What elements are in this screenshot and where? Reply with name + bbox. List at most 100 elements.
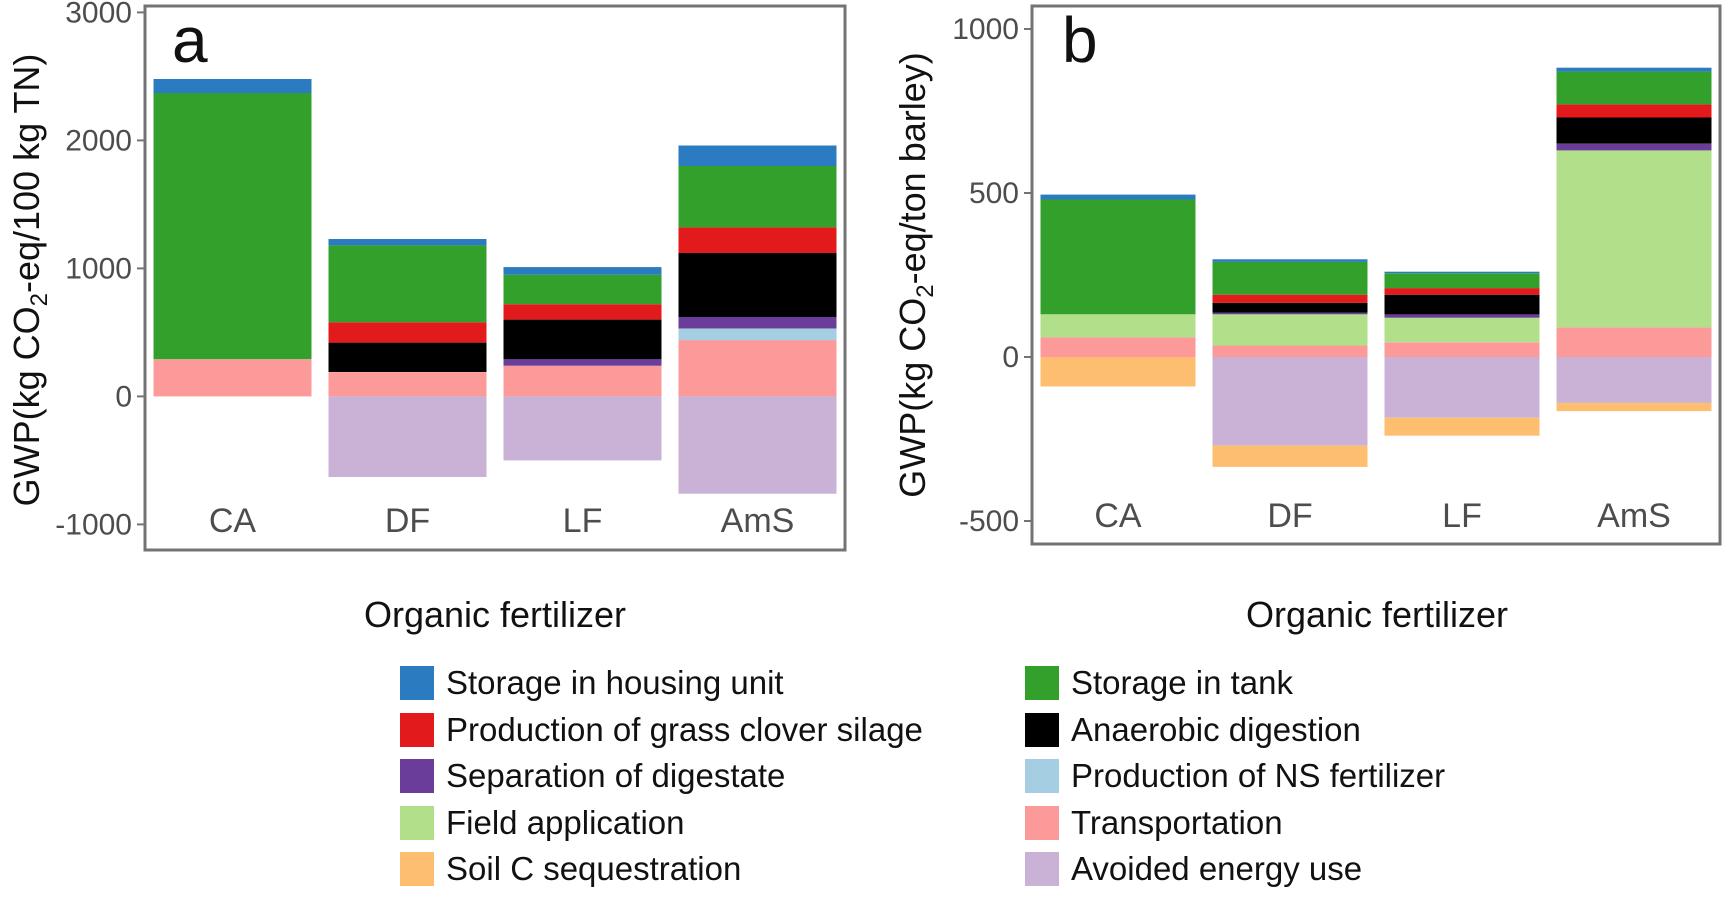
panel-b-bars (1040, 67, 1712, 467)
bar-segment-housing-CA (1040, 194, 1196, 200)
bar-segment-tank-AmS (678, 166, 837, 228)
panel-a-y-title-subscript: 2 (26, 293, 53, 306)
legend-item-ns-fertilizer: Production of NS fertilizer (1025, 753, 1525, 800)
legend-item-field-application: Field application (400, 800, 1025, 847)
legend-item-grass-clover: Production of grass clover silage (400, 707, 1025, 754)
bar-segment-housing-DF (1212, 259, 1368, 262)
y-tick-label: 1000 (952, 13, 1019, 46)
panel-b-y-title-main: GWP(kg CO (892, 298, 933, 498)
bar-segment-sep-AmS (1556, 143, 1712, 151)
bar-segment-grass-LF (503, 304, 662, 320)
y-tick-label: 3000 (65, 0, 132, 29)
bar-segment-ad-AmS (1556, 117, 1712, 144)
bar-segment-avoided-DF (1212, 357, 1368, 446)
x-tick-label-AmS: AmS (1597, 497, 1671, 535)
panel-a-y-title-rest: -eq/100 kg TN) (6, 54, 47, 293)
bar-segment-soilc-DF (1212, 445, 1368, 467)
bar-segment-transport-CA (1040, 337, 1196, 357)
panel-b-chart: -500 0 500 1000 CA DF LF AmS b Organic fertili… (892, 4, 1722, 635)
legend-label: Production of NS fertilizer (1071, 757, 1446, 795)
bar-segment-field-AmS (1556, 150, 1712, 328)
legend-swatch (1025, 852, 1059, 887)
legend-label: Field application (446, 803, 685, 841)
bar-segment-grass-AmS (1556, 104, 1712, 118)
legend-swatch (400, 852, 434, 887)
legend-swatch (1025, 805, 1059, 840)
bar-segment-field-CA (1040, 314, 1196, 338)
bar-segment-transport-DF (1212, 345, 1368, 357)
legend-label: Anaerobic digestion (1071, 710, 1361, 748)
legend-label: Soil C sequestration (446, 850, 742, 888)
bar-segment-ad-DF (1212, 302, 1368, 313)
bar-segment-ad-LF (1384, 294, 1540, 315)
panel-a-letter: a (172, 4, 208, 76)
figure: -1000 0 1000 2000 3000 CA DF LF AmS a Organic f… (6, 0, 1722, 635)
y-tick-label: 500 (969, 177, 1019, 210)
bar-segment-avoided-LF (1384, 357, 1540, 418)
legend-item-separation: Separation of digestate (400, 753, 1025, 800)
y-tick-label: 1000 (65, 252, 132, 285)
bar-segment-transport-LF (503, 365, 662, 397)
bar-segment-tank-LF (503, 274, 662, 305)
bar-segment-housing-CA (153, 79, 312, 94)
bar-segment-housing-AmS (678, 145, 837, 166)
bar-segment-avoided-DF (328, 396, 487, 477)
panel-b-y-title-rest: -eq/ton barley) (892, 52, 933, 284)
legend-item-storage-housing: Storage in housing unit (400, 660, 1025, 707)
bar-segment-grass-DF (1212, 294, 1368, 303)
panel-b-y-ticks: -500 0 500 1000 (952, 13, 1032, 538)
bar-segment-ad-DF (328, 342, 487, 372)
bar-segment-tank-CA (1040, 199, 1196, 315)
bar-segment-tank-AmS (1556, 71, 1712, 105)
legend-swatch (400, 759, 434, 794)
bar-segment-sep-DF (1212, 312, 1368, 315)
bar-segment-soilc-AmS (1556, 402, 1712, 412)
x-tick-label-AmS: AmS (721, 502, 795, 540)
bar-segment-avoided-LF (503, 396, 662, 461)
bar-segment-housing-DF (328, 239, 487, 246)
panel-a-y-ticks: -1000 0 1000 2000 3000 (55, 0, 145, 541)
y-tick-label: 0 (115, 380, 132, 413)
y-tick-label: 2000 (65, 124, 132, 157)
bar-segment-soilc-LF (1384, 417, 1540, 436)
bar-segment-housing-LF (503, 267, 662, 275)
bar-segment-avoided-AmS (1556, 357, 1712, 403)
panel-b-y-title-subscript: 2 (912, 284, 939, 297)
legend-item-avoided-energy: Avoided energy use (1025, 846, 1525, 893)
y-tick-label: -500 (959, 505, 1019, 538)
bar-segment-ad-LF (503, 319, 662, 360)
bar-segment-grass-DF (328, 322, 487, 343)
legend-label: Transportation (1071, 803, 1283, 841)
panel-a-x-axis-title: Organic fertilizer (364, 594, 626, 635)
x-tick-label-LF: LF (563, 502, 603, 540)
bar-segment-field-LF (1384, 317, 1540, 343)
panel-b-letter: b (1062, 4, 1098, 76)
legend-item-anaerobic-digestion: Anaerobic digestion (1025, 707, 1525, 754)
bar-segment-tank-DF (328, 245, 487, 323)
bar-segment-tank-LF (1384, 273, 1540, 289)
panel-b-x-ticks: CA DF LF AmS (1094, 497, 1670, 535)
bar-segment-transport-AmS (678, 340, 837, 397)
x-tick-label-DF: DF (385, 502, 430, 540)
legend-label: Storage in tank (1071, 664, 1293, 702)
panel-a-y-axis-title: GWP(kg CO2-eq/100 kg TN) (6, 54, 53, 507)
legend-swatch (400, 712, 434, 747)
bar-segment-grass-AmS (678, 227, 837, 253)
bar-segment-ad-AmS (678, 253, 837, 317)
legend-swatch (1025, 666, 1059, 701)
legend-item-soil-c: Soil C sequestration (400, 846, 1025, 893)
bar-segment-soilc-CA (1040, 357, 1196, 387)
bar-segment-avoided-AmS (678, 396, 837, 494)
bar-segment-ns-AmS (678, 328, 837, 341)
x-tick-label-CA: CA (209, 502, 257, 540)
bar-segment-housing-AmS (1556, 67, 1712, 72)
bar-segment-housing-LF (1384, 271, 1540, 274)
legend-swatch (1025, 759, 1059, 794)
bar-segment-field-DF (1212, 314, 1368, 346)
panel-a-y-title-main: GWP(kg CO (6, 306, 47, 506)
bar-segment-transport-AmS (1556, 327, 1712, 357)
x-tick-label-LF: LF (1442, 497, 1482, 535)
bar-segment-tank-DF (1212, 261, 1368, 295)
legend-item-storage-tank: Storage in tank (1025, 660, 1525, 707)
panel-a-bars (153, 79, 837, 494)
